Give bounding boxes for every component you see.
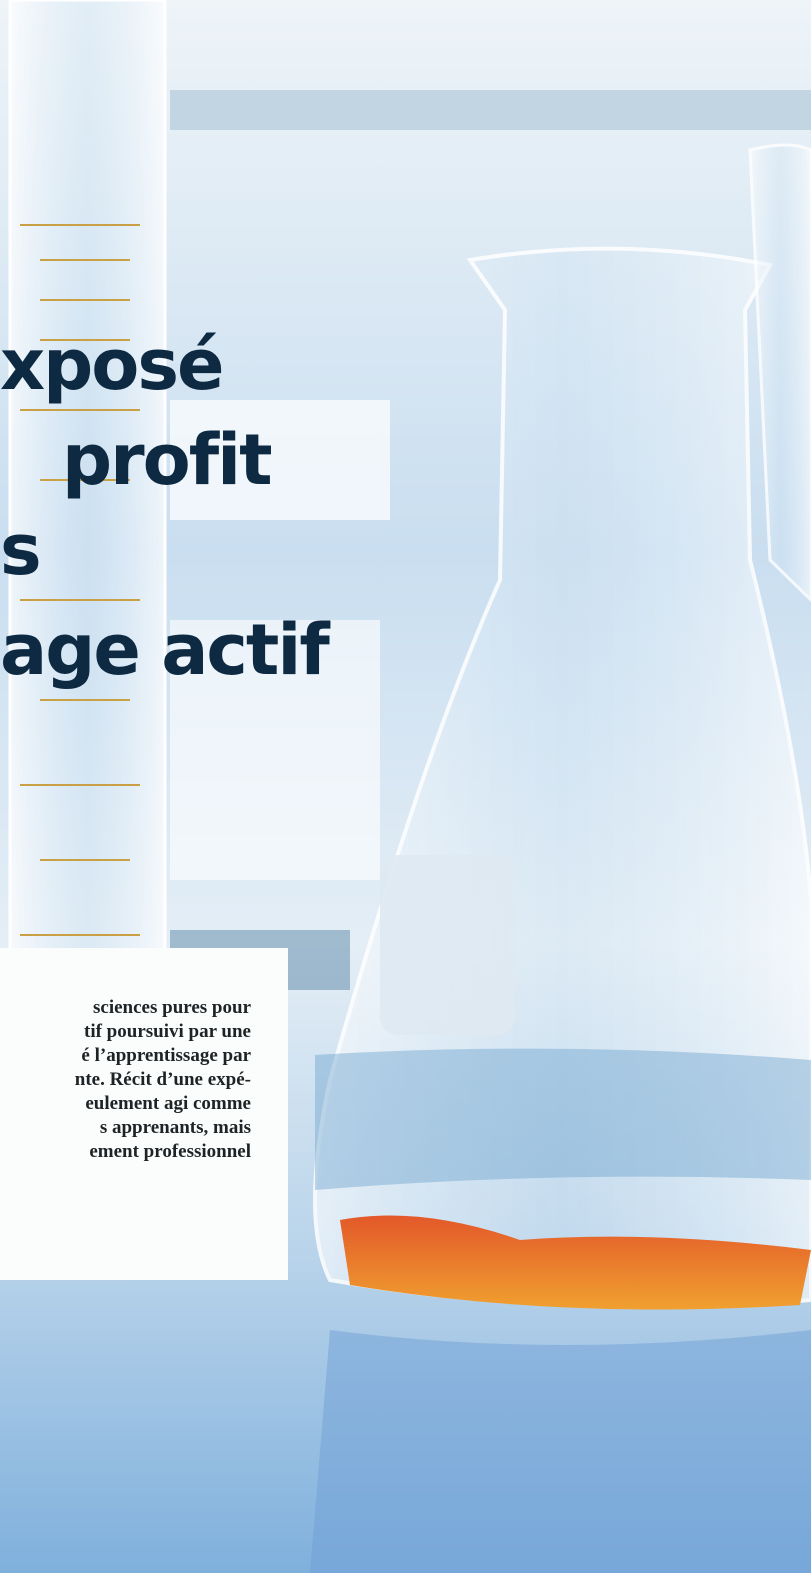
body-line: eulement agi comme [85, 1094, 251, 1113]
page: {"title_lines": ["xposé", "profit", "s",… [0, 0, 811, 1573]
body-line: tif poursuivi par une [84, 1022, 251, 1041]
body-line: ement professionnel [89, 1142, 251, 1161]
title-line: profit [62, 425, 271, 495]
body-line: s apprenants, mais [100, 1118, 251, 1137]
body-line: é l’apprentissage par [81, 1046, 251, 1065]
body-line: nte. Récit d’une expé- [75, 1070, 251, 1089]
abstract-box: sciences pures pour tif poursuivi par un… [0, 948, 288, 1280]
body-line: sciences pures pour [93, 998, 251, 1017]
title-line: age actif [0, 615, 328, 685]
title-line: s [0, 515, 40, 585]
title-line: xposé [0, 330, 223, 400]
background-photo [0, 0, 811, 1573]
